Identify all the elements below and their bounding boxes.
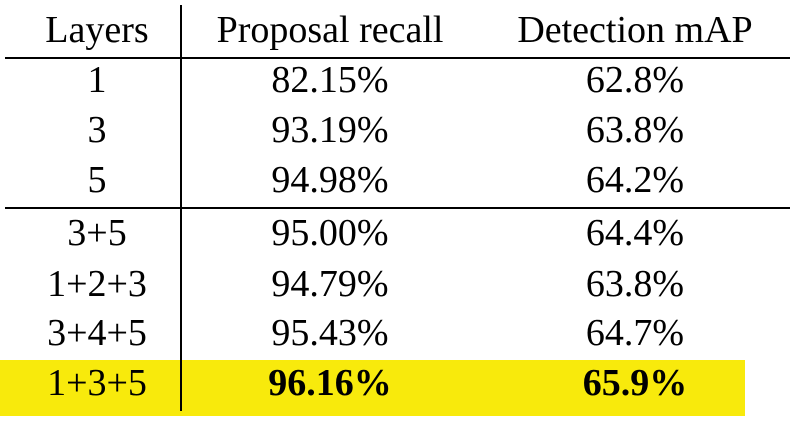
header-rule	[5, 57, 790, 59]
column-header: Layers	[45, 9, 149, 51]
table-cell: 95.00%	[271, 212, 389, 254]
table-cell: 62.8%	[585, 59, 685, 101]
table-cell: 96.16%	[268, 362, 392, 404]
table-cell: 63.8%	[585, 263, 685, 305]
column-header: Proposal recall	[216, 9, 444, 51]
table-cell: 94.79%	[271, 263, 389, 305]
table-cell: 3+4+5	[47, 312, 147, 354]
table-cell: 65.9%	[582, 362, 688, 404]
table-cell: 3+5	[67, 212, 127, 254]
table-cell: 93.19%	[271, 109, 389, 151]
section-rule	[5, 207, 790, 209]
table-cell: 1+3+5	[47, 362, 147, 404]
table-cell: 3	[87, 109, 107, 151]
table-cell: 64.7%	[585, 312, 685, 354]
table-cell: 5	[87, 159, 107, 201]
table-cell: 94.98%	[271, 159, 389, 201]
highlight-row	[0, 360, 745, 416]
table-cell: 95.43%	[271, 312, 389, 354]
table-cell: 1+2+3	[47, 263, 147, 305]
table-cell: 64.4%	[585, 212, 685, 254]
table-cell: 63.8%	[585, 109, 685, 151]
table-cell: 82.15%	[271, 59, 389, 101]
table-cell: 1	[87, 59, 107, 101]
table-cell: 64.2%	[585, 159, 685, 201]
column-header: Detection mAP	[517, 9, 753, 51]
